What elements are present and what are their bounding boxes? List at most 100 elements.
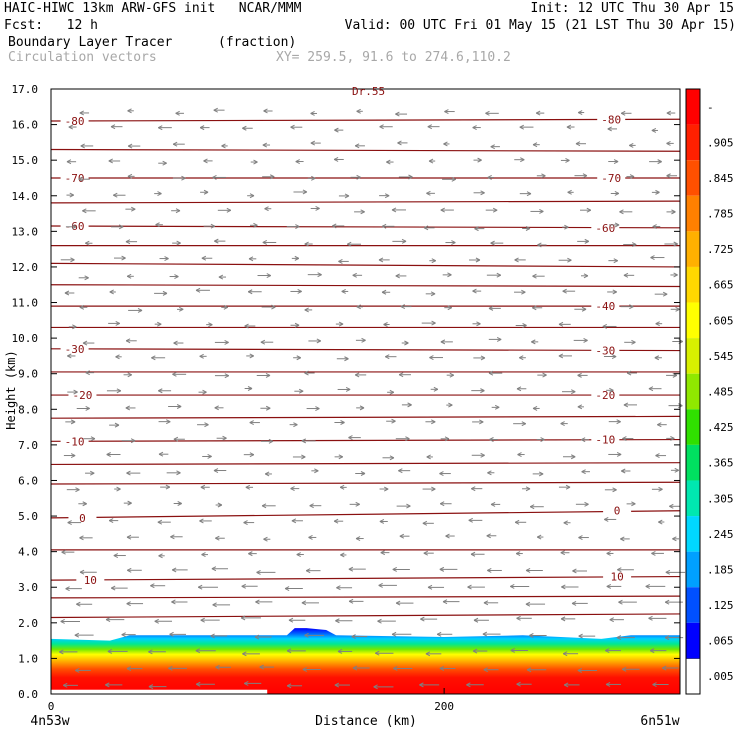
vector-head bbox=[560, 616, 566, 622]
vector-head bbox=[583, 337, 588, 343]
vector-head bbox=[340, 552, 345, 558]
vector-head bbox=[105, 682, 110, 688]
y-tick-label: 0.0 bbox=[18, 688, 38, 701]
vector-head bbox=[177, 501, 182, 506]
vector-head bbox=[581, 469, 586, 475]
vector-head bbox=[445, 533, 450, 539]
vector-head bbox=[284, 586, 290, 592]
vector-head bbox=[333, 518, 339, 524]
vector-head bbox=[379, 124, 384, 130]
vector-head bbox=[121, 255, 126, 261]
vector-head bbox=[496, 272, 502, 278]
vector-head bbox=[440, 339, 446, 345]
vector-head bbox=[116, 388, 122, 394]
vector-head bbox=[616, 635, 622, 641]
vector-head bbox=[567, 257, 572, 263]
vector-head bbox=[176, 404, 182, 409]
vector-head bbox=[510, 583, 515, 589]
vector-head bbox=[623, 402, 629, 408]
vector-head bbox=[79, 535, 84, 541]
contour-line bbox=[50, 462, 681, 466]
vector-head bbox=[85, 406, 90, 411]
vector-head bbox=[395, 600, 401, 606]
vector-head bbox=[479, 419, 484, 425]
y-tick-label: 6.0 bbox=[18, 474, 38, 487]
vector-head bbox=[514, 257, 519, 263]
vector-head bbox=[115, 320, 120, 326]
contour-line bbox=[50, 415, 681, 419]
vector-head bbox=[245, 484, 251, 490]
colorbar-segment bbox=[686, 89, 700, 125]
vector-head bbox=[650, 255, 655, 260]
vector-head bbox=[126, 470, 131, 476]
vector-head bbox=[631, 501, 636, 507]
vector-head bbox=[310, 111, 315, 116]
contour-label: 10 bbox=[84, 574, 97, 587]
vector-head bbox=[622, 436, 627, 442]
vector-title: Circulation vectors bbox=[8, 50, 157, 65]
vector-head bbox=[295, 224, 300, 230]
vector-head bbox=[532, 405, 538, 411]
vector-head bbox=[609, 617, 614, 623]
colorbar-segment bbox=[686, 373, 700, 410]
vector-head bbox=[215, 664, 220, 670]
colorbar-segment bbox=[686, 195, 700, 232]
vector-head bbox=[439, 566, 445, 572]
vector-head bbox=[211, 566, 217, 572]
vector-head bbox=[255, 599, 260, 605]
vector-head bbox=[214, 405, 219, 411]
colorbar-segment bbox=[686, 124, 700, 161]
vector-head bbox=[392, 567, 397, 572]
vector-head bbox=[107, 648, 113, 654]
vector-head bbox=[304, 241, 309, 247]
vector-head bbox=[304, 632, 309, 638]
vector-head bbox=[539, 208, 544, 214]
vector-head bbox=[79, 569, 85, 575]
vector-head bbox=[199, 353, 204, 359]
vector-head bbox=[332, 223, 337, 229]
vector-head bbox=[666, 110, 672, 116]
header-line2-left: Fcst: 12 h bbox=[4, 18, 98, 33]
y-tick-label: 14.0 bbox=[12, 190, 39, 203]
vector-head bbox=[444, 436, 450, 442]
vector-head bbox=[488, 305, 494, 311]
vector-head bbox=[80, 143, 85, 149]
vector-head bbox=[672, 372, 678, 378]
colorbar-label: .365 bbox=[707, 457, 734, 470]
vector-head bbox=[106, 452, 111, 457]
vector-head bbox=[341, 288, 346, 294]
vector-head bbox=[197, 584, 203, 590]
vector-head bbox=[314, 468, 319, 474]
contour-label: -70 bbox=[65, 172, 85, 185]
vector-head bbox=[584, 501, 589, 507]
vector-head bbox=[262, 142, 268, 148]
vector-head bbox=[302, 667, 308, 672]
vector-head bbox=[301, 454, 306, 460]
vector-head bbox=[563, 682, 569, 688]
vector-head bbox=[654, 355, 660, 361]
vector-head bbox=[172, 141, 178, 147]
contour-label-bg bbox=[60, 115, 89, 128]
vector-head bbox=[213, 107, 218, 113]
vector-head bbox=[356, 174, 361, 180]
vector-head bbox=[249, 452, 255, 458]
vector-head bbox=[244, 323, 249, 329]
vector-head bbox=[226, 207, 232, 213]
vector-head bbox=[391, 207, 397, 213]
vector-head bbox=[224, 339, 229, 345]
vector-head bbox=[565, 157, 570, 163]
vector-head bbox=[59, 649, 64, 655]
vector-head bbox=[482, 631, 488, 637]
colorbar-label: - bbox=[707, 101, 714, 114]
x-tick-label: 200 bbox=[434, 700, 454, 713]
vector-head bbox=[542, 372, 547, 378]
vector-head bbox=[510, 647, 516, 653]
y-tick-label: 15.0 bbox=[12, 154, 39, 167]
vector-head bbox=[562, 288, 567, 294]
vector-head bbox=[532, 305, 537, 311]
vector-head bbox=[386, 159, 391, 165]
vector-head bbox=[577, 404, 583, 410]
vector-head bbox=[172, 371, 177, 377]
contour-label: -60 bbox=[595, 222, 615, 235]
vector-head bbox=[293, 422, 298, 428]
